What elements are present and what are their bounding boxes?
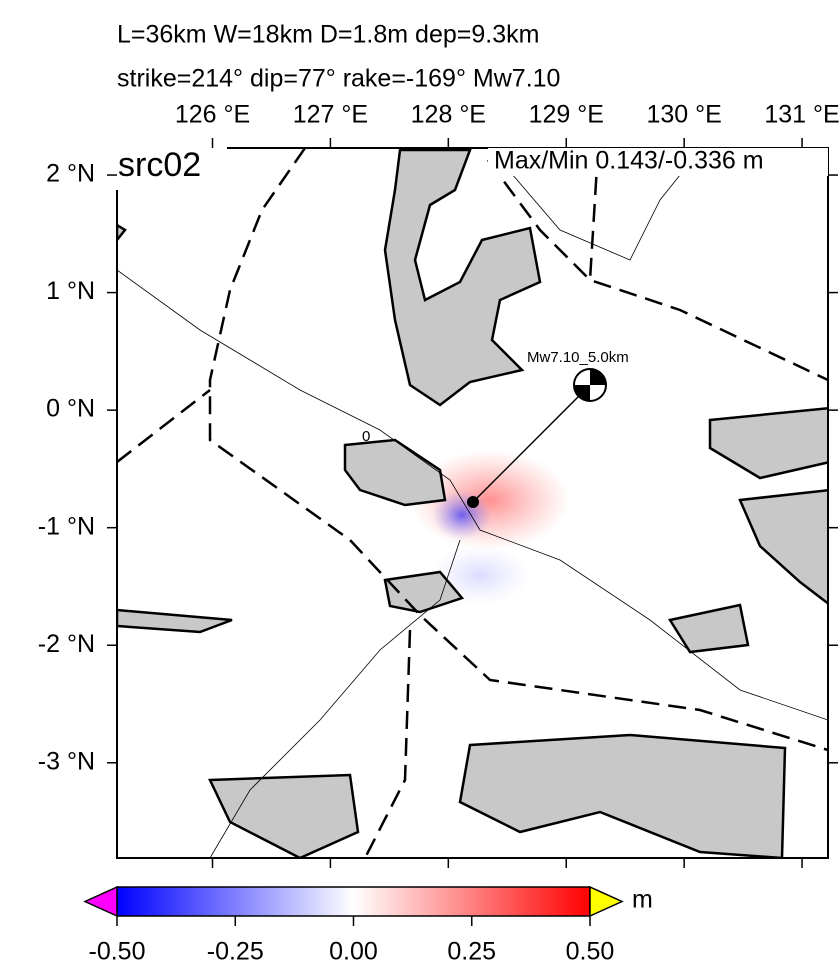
beachball [573, 368, 607, 402]
island [117, 608, 233, 634]
x-tick-label: 130 °E [646, 101, 721, 129]
island [383, 148, 542, 407]
x-tick-label: 129 °E [529, 101, 604, 129]
maxmin-label: Max/Min 0.143/-0.336 m [494, 147, 764, 175]
y-tick-label: 0 °N [46, 395, 95, 423]
contour [209, 539, 461, 858]
y-tick-label: 2 °N [46, 160, 95, 188]
y-tick-label: 1 °N [46, 277, 95, 305]
island [738, 488, 828, 606]
plate-boundary [588, 149, 600, 281]
panel-label: src02 [118, 146, 201, 184]
island [383, 570, 465, 614]
colorbar-unit: m [632, 886, 653, 914]
event-label: Mw7.10_5.0km [527, 349, 629, 366]
map-frame [116, 147, 829, 859]
plate-boundary [486, 159, 828, 382]
contour-label: 0 [362, 428, 370, 445]
map-body [117, 148, 828, 858]
island [458, 733, 787, 858]
colorbar-tick-label: 0.00 [329, 938, 378, 966]
title-line2: strike=214° dip=77° rake=-169° Mw7.10 [117, 65, 560, 93]
contour [117, 269, 828, 721]
colorbar [116, 886, 591, 917]
colorbar-under [83, 885, 118, 918]
event-leader [472, 384, 591, 503]
y-tick-label: -3 °N [38, 747, 95, 775]
colorbar-tick-label: 0.50 [566, 938, 615, 966]
title-line1: L=36km W=18km D=1.8m dep=9.3km [117, 21, 539, 49]
colorbar-over [589, 885, 624, 918]
x-tick-label: 126 °E [175, 101, 250, 129]
island [208, 773, 360, 858]
plate-boundary [117, 389, 211, 463]
x-tick-label: 131 °E [764, 101, 839, 129]
x-tick-label: 127 °E [293, 101, 368, 129]
label-box [115, 145, 227, 190]
island [708, 406, 828, 480]
colorbar-tick-label: -0.50 [89, 938, 146, 966]
y-tick-label: -2 °N [38, 630, 95, 658]
island [667, 603, 750, 654]
plate-boundary [363, 629, 412, 858]
epicenter [467, 496, 479, 508]
x-tick-label: 128 °E [411, 101, 486, 129]
plate-boundary [208, 148, 828, 752]
colorbar-tick-label: -0.25 [207, 938, 264, 966]
y-tick-label: -1 °N [38, 512, 95, 540]
island [117, 223, 127, 243]
contour [499, 149, 701, 261]
island [343, 438, 447, 507]
colorbar-tick-label: 0.25 [447, 938, 496, 966]
label-box [488, 148, 828, 176]
